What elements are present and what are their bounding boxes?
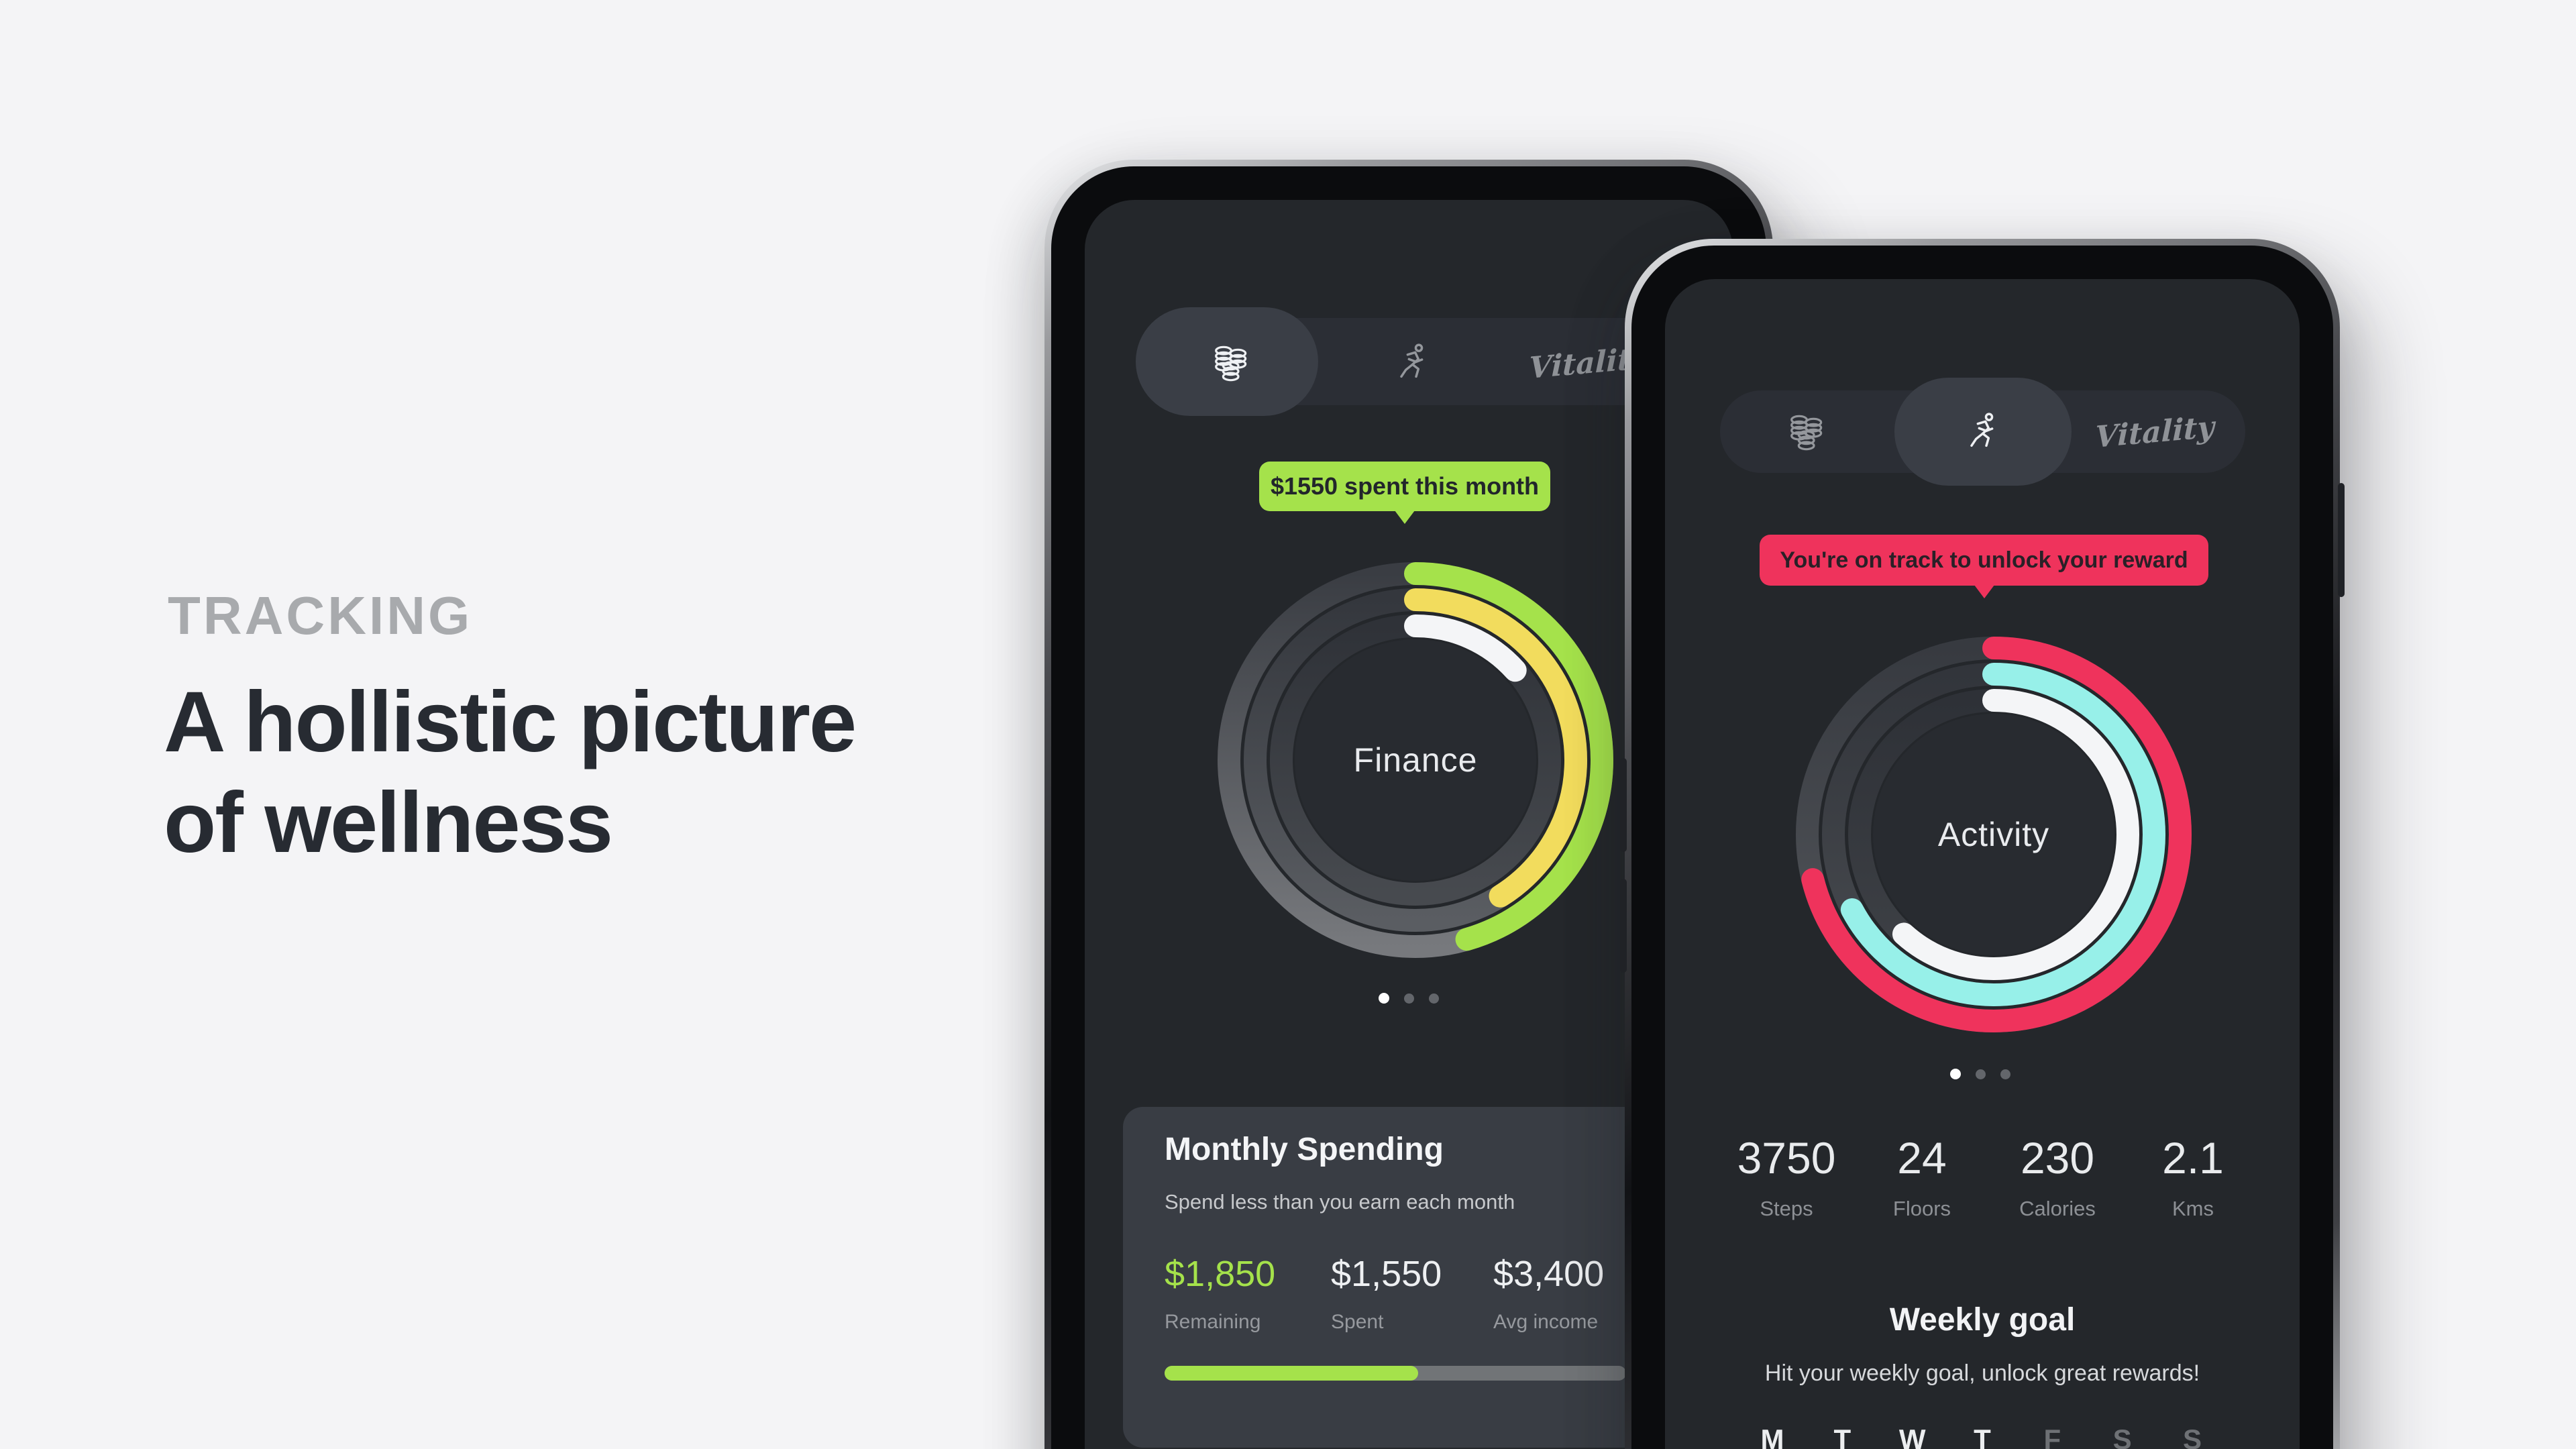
stat-steps-value: 3750 bbox=[1737, 1133, 1836, 1183]
spending-progress-fill bbox=[1165, 1366, 1419, 1381]
runner-icon[interactable] bbox=[1391, 341, 1434, 384]
stat-spent-value: $1,550 bbox=[1331, 1254, 1442, 1294]
weekday-label: W bbox=[1898, 1424, 1926, 1449]
pagination-dot[interactable] bbox=[1404, 993, 1414, 1004]
finance-ring-label: Finance bbox=[1353, 741, 1478, 779]
volume-down-button bbox=[1620, 879, 1627, 973]
volume-up-button bbox=[1620, 758, 1627, 852]
eyebrow-label: TRACKING bbox=[168, 586, 473, 645]
reward-tooltip: You're on track to unlock your reward bbox=[1760, 535, 2208, 586]
weekday-label: T bbox=[1974, 1424, 1991, 1449]
spent-tooltip: $1550 spent this month bbox=[1259, 462, 1550, 511]
stat-avg-income-value: $3,400 bbox=[1493, 1254, 1605, 1294]
stat-avg-income-label: Avg income bbox=[1493, 1311, 1599, 1333]
weekday-label: T bbox=[1833, 1424, 1851, 1449]
stat-steps: 3750 Steps bbox=[1735, 1132, 1838, 1221]
pagination-dot[interactable] bbox=[1379, 993, 1389, 1004]
stat-floors-value: 24 bbox=[1897, 1133, 1947, 1183]
coins-icon[interactable] bbox=[1210, 341, 1253, 384]
tab-activity-selected[interactable] bbox=[1894, 378, 2072, 486]
stat-remaining: $1,850 Remaining bbox=[1165, 1253, 1275, 1334]
power-button bbox=[2338, 483, 2345, 597]
page-title-line1: A hollistic picture bbox=[164, 674, 857, 770]
stat-kms-label: Kms bbox=[2172, 1197, 2214, 1220]
weekday-label: S bbox=[2182, 1424, 2202, 1449]
stat-calories-value: 230 bbox=[2020, 1133, 2095, 1183]
card-subtitle: Spend less than you earn each month bbox=[1165, 1190, 1515, 1214]
stat-floors-label: Floors bbox=[1892, 1197, 1951, 1220]
pagination-dot[interactable] bbox=[1976, 1069, 1986, 1079]
page-title-line2: of wellness bbox=[164, 775, 613, 871]
weekly-goal-title: Weekly goal bbox=[1889, 1302, 2076, 1338]
stat-kms: 2.1 Kms bbox=[2141, 1132, 2245, 1221]
activity-screen: Vitality You're on track to unlock your … bbox=[1665, 279, 2300, 1449]
pagination-dot[interactable] bbox=[1950, 1069, 1961, 1079]
finance-pagination-dots[interactable] bbox=[1379, 993, 1439, 1004]
activity-stats-row: 3750 Steps 24 Floors 230 Calories 2.1 Km… bbox=[1735, 1132, 2245, 1221]
stat-spent: $1,550 Spent bbox=[1331, 1253, 1442, 1334]
pagination-dot[interactable] bbox=[1429, 993, 1439, 1004]
runner-icon[interactable] bbox=[1961, 410, 2004, 453]
stat-calories-label: Calories bbox=[2019, 1197, 2096, 1220]
finance-ring-chart: Finance bbox=[1201, 545, 1630, 975]
coins-icon[interactable] bbox=[1786, 410, 1829, 453]
activity-phone: Vitality You're on track to unlock your … bbox=[1620, 239, 2345, 1449]
stat-spent-label: Spent bbox=[1331, 1311, 1384, 1333]
spending-progress-track bbox=[1165, 1366, 1626, 1381]
activity-pagination-dots[interactable] bbox=[1950, 1069, 2010, 1079]
stat-steps-label: Steps bbox=[1760, 1197, 1813, 1220]
monthly-spending-card: Monthly Spending Spend less than you ear… bbox=[1123, 1107, 1695, 1448]
pagination-dot[interactable] bbox=[2000, 1069, 2010, 1079]
stat-remaining-label: Remaining bbox=[1165, 1311, 1261, 1333]
weekly-goal-subtitle: Hit your weekly goal, unlock great rewar… bbox=[1764, 1360, 2200, 1386]
activity-ring-chart: Activity bbox=[1779, 620, 2208, 1049]
stat-floors: 24 Floors bbox=[1870, 1132, 1974, 1221]
tab-finance-selected[interactable] bbox=[1136, 307, 1318, 416]
stat-kms-value: 2.1 bbox=[2162, 1133, 2224, 1183]
page-title: A hollistic picture of wellness bbox=[164, 672, 857, 873]
activity-ring-label: Activity bbox=[1937, 816, 2050, 853]
weekday-label: S bbox=[2112, 1424, 2132, 1449]
stat-remaining-value: $1,850 bbox=[1165, 1254, 1276, 1294]
weekday-label: F bbox=[2043, 1424, 2061, 1449]
stat-calories: 230 Calories bbox=[2006, 1132, 2109, 1221]
card-title: Monthly Spending bbox=[1165, 1132, 1444, 1167]
weekday-label: M bbox=[1760, 1424, 1784, 1449]
stat-avg-income: $3,400 Avg income bbox=[1493, 1253, 1604, 1334]
